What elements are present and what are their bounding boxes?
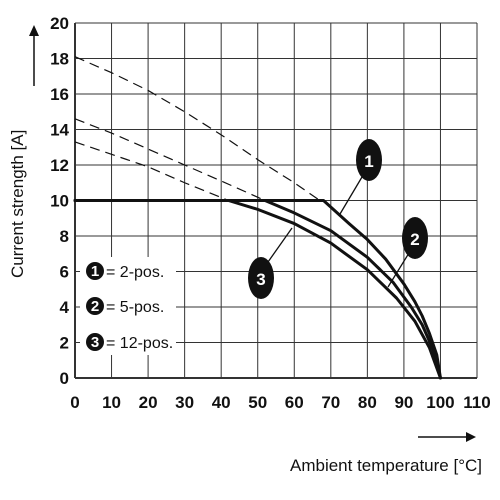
y-tick-16: 16 <box>50 85 69 104</box>
callout-2: 2 <box>387 217 428 288</box>
y-tick-labels: 0 2 4 6 8 10 12 14 16 18 20 <box>50 14 69 388</box>
y-tick-20: 20 <box>50 14 69 33</box>
x-tick-100: 100 <box>426 393 454 412</box>
callout-3: 3 <box>248 227 293 299</box>
y-tick-10: 10 <box>50 192 69 211</box>
y-tick-2: 2 <box>60 334 69 353</box>
x-tick-110: 110 <box>463 393 490 412</box>
x-tick-0: 0 <box>70 393 79 412</box>
y-tick-6: 6 <box>60 263 69 282</box>
callout-1-leader <box>339 176 363 215</box>
callout-1-label: 1 <box>364 152 373 171</box>
x-tick-70: 70 <box>321 393 340 412</box>
legend: 1 = 2-pos. 2 = 5-pos. 3 = 12-pos. <box>80 257 176 355</box>
y-tick-0: 0 <box>60 369 69 388</box>
y-tick-12: 12 <box>50 156 69 175</box>
legend-entry-1: 1 = 2-pos. <box>86 262 164 281</box>
x-tick-labels: 0 10 20 30 40 50 60 70 80 90 100 110 <box>70 393 490 412</box>
series-lines <box>73 199 442 380</box>
legend-entry-2: 2 = 5-pos. <box>86 297 164 316</box>
legend-badge-2-label: 2 <box>91 298 99 315</box>
y-tick-14: 14 <box>50 121 69 140</box>
x-tick-20: 20 <box>139 393 158 412</box>
legend-badge-3-icon <box>86 333 104 351</box>
x-axis-title: Ambient temperature [°C] <box>290 456 482 475</box>
legend-badge-1-label: 1 <box>91 263 99 280</box>
legend-badge-2-icon <box>86 297 104 315</box>
series-3-dashed-line <box>74 141 229 202</box>
y-tick-4: 4 <box>60 298 70 317</box>
y-axis-title: Current strength [A] <box>8 130 27 278</box>
x-tick-80: 80 <box>358 393 377 412</box>
y-tick-18: 18 <box>50 50 69 69</box>
series-2-line <box>73 199 442 380</box>
callout-3-badge-icon <box>248 257 274 299</box>
y-tick-8: 8 <box>60 227 69 246</box>
callout-2-badge-icon <box>402 217 428 259</box>
x-tick-90: 90 <box>394 393 413 412</box>
legend-text-1: = 2-pos. <box>106 264 164 281</box>
legend-badge-3-label: 3 <box>91 334 99 351</box>
x-tick-30: 30 <box>175 393 194 412</box>
callout-2-leader <box>387 252 410 288</box>
legend-text-3: = 12-pos. <box>106 335 173 352</box>
legend-badge-1-icon <box>86 262 104 280</box>
legend-text-2: = 5-pos. <box>106 299 164 316</box>
callout-2-label: 2 <box>410 230 419 249</box>
series-2-dashed-line <box>74 118 266 202</box>
series-1-dashed-line <box>74 56 321 201</box>
callout-1: 1 <box>339 139 382 215</box>
x-tick-60: 60 <box>285 393 304 412</box>
legend-entry-3: 3 = 12-pos. <box>86 333 173 352</box>
callout-1-badge-icon <box>356 139 382 181</box>
callout-3-label: 3 <box>256 270 265 289</box>
dashed-extensions <box>74 56 321 202</box>
x-axis-arrow-head <box>466 432 476 442</box>
x-tick-50: 50 <box>248 393 267 412</box>
x-tick-40: 40 <box>212 393 231 412</box>
y-axis-arrow-head <box>29 25 39 36</box>
series-1-line <box>73 199 442 380</box>
callout-3-leader <box>267 227 293 263</box>
series-3-line <box>73 199 442 380</box>
x-tick-10: 10 <box>102 393 121 412</box>
